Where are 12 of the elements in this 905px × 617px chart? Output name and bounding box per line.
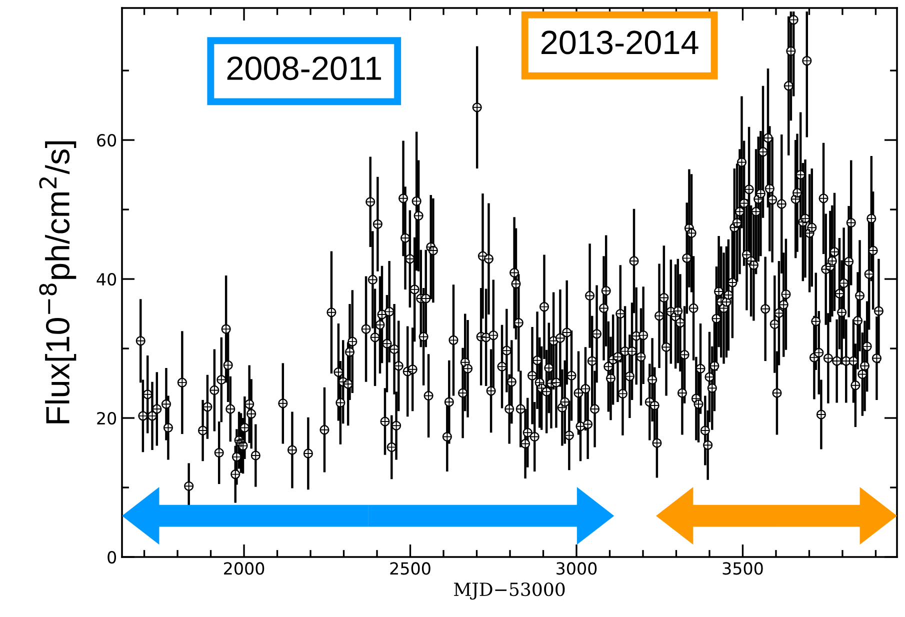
x-tick-label: 3000 <box>556 562 597 575</box>
y-tick-label: 40 <box>96 272 116 286</box>
x-axis-title: MJD−53000 <box>454 582 565 600</box>
x-tick-label: 2500 <box>390 562 430 575</box>
y-tick-label: 0 <box>108 550 116 564</box>
x-tick-label: 2000 <box>224 562 264 575</box>
x-tick-label: 3500 <box>722 562 763 575</box>
annotation: 2008-2011 <box>227 56 381 80</box>
y-axis-title: Flux[10$^{−8}$ph/cm$^{2}$/s] <box>39 141 76 424</box>
annotation: 2013-2014 <box>542 30 698 54</box>
y-tick-label: 60 <box>97 134 116 147</box>
y-tick-label: 20 <box>97 412 116 425</box>
